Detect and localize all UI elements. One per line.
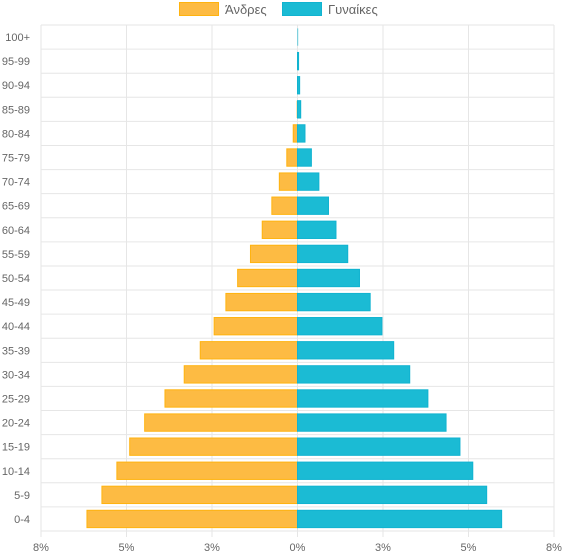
y-tick-label: 70-74: [2, 177, 30, 189]
y-tick-label: 40-44: [2, 321, 30, 333]
chart-legend: Άνδρες Γυναίκες: [0, 0, 565, 20]
legend-item-males[interactable]: Άνδρες: [179, 0, 267, 18]
y-tick-label: 15-19: [2, 442, 30, 454]
legend-label-males: Άνδρες: [225, 1, 267, 17]
bar-males: [183, 365, 298, 384]
bar-females: [297, 292, 371, 312]
y-tick-label: 85-89: [2, 104, 30, 116]
y-tick-label: 75-79: [2, 153, 30, 165]
y-tick-label: 90-94: [2, 80, 30, 92]
bar-females: [297, 509, 503, 529]
bar-males: [292, 124, 299, 143]
bar-females: [297, 244, 349, 264]
y-tick-label: 30-34: [2, 369, 30, 381]
bar-males: [225, 292, 298, 312]
x-tick-label: 8%: [546, 542, 562, 554]
y-tick-label: 10-14: [2, 466, 30, 478]
bar-females: [297, 268, 360, 288]
y-tick-label: 55-59: [2, 249, 30, 261]
bar-females: [297, 485, 488, 505]
bar-males: [237, 268, 298, 288]
x-tick-label: 8%: [33, 542, 49, 554]
legend-swatch-females: [282, 2, 322, 16]
bar-males: [278, 172, 298, 191]
bar-females: [297, 76, 301, 95]
bar-females: [297, 461, 474, 480]
bar-males: [213, 317, 298, 336]
y-tick-label: 25-29: [2, 393, 30, 405]
y-tick-label: 5-9: [14, 490, 30, 502]
bar-females: [297, 196, 329, 215]
legend-item-females[interactable]: Γυναίκες: [282, 0, 378, 18]
x-tick-label: 3%: [375, 542, 391, 554]
bar-males: [101, 485, 298, 505]
bar-females: [297, 100, 302, 119]
x-tick-label: 0%: [290, 542, 306, 554]
bar-females: [297, 317, 383, 336]
bar-females: [297, 124, 306, 143]
bar-females: [297, 341, 395, 360]
y-tick-label: 65-69: [2, 201, 30, 213]
bar-males: [199, 341, 298, 360]
legend-label-females: Γυναίκες: [328, 1, 378, 17]
x-tick-label: 5%: [461, 542, 477, 554]
bar-males: [249, 244, 299, 264]
bar-males: [144, 413, 298, 432]
x-tick-label: 5%: [119, 542, 135, 554]
bar-females: [297, 413, 447, 432]
bar-females: [297, 172, 320, 191]
bar-males: [286, 148, 298, 167]
y-tick-label: 60-64: [2, 225, 30, 237]
y-tick-label: 80-84: [2, 128, 30, 140]
bar-males: [271, 196, 299, 215]
bar-females: [297, 437, 461, 456]
bar-males: [129, 437, 298, 456]
bar-females: [297, 365, 411, 384]
bar-females: [297, 51, 300, 71]
y-tick-label: 20-24: [2, 418, 30, 430]
bar-males: [86, 509, 298, 529]
y-tick-label: 45-49: [2, 297, 30, 309]
bar-males: [261, 220, 299, 239]
y-tick-label: 0-4: [14, 514, 30, 526]
bar-females: [297, 220, 337, 239]
legend-swatch-males: [179, 2, 219, 16]
bar-females: [297, 389, 429, 408]
bar-females: [297, 148, 312, 167]
bar-females: [297, 28, 299, 46]
bar-males: [164, 389, 298, 408]
x-tick-label: 3%: [204, 542, 220, 554]
y-tick-label: 95-99: [2, 56, 30, 68]
y-tick-label: 50-54: [2, 273, 30, 285]
y-tick-label: 100+: [5, 32, 30, 44]
y-tick-label: 35-39: [2, 345, 30, 357]
bar-males: [116, 461, 298, 480]
